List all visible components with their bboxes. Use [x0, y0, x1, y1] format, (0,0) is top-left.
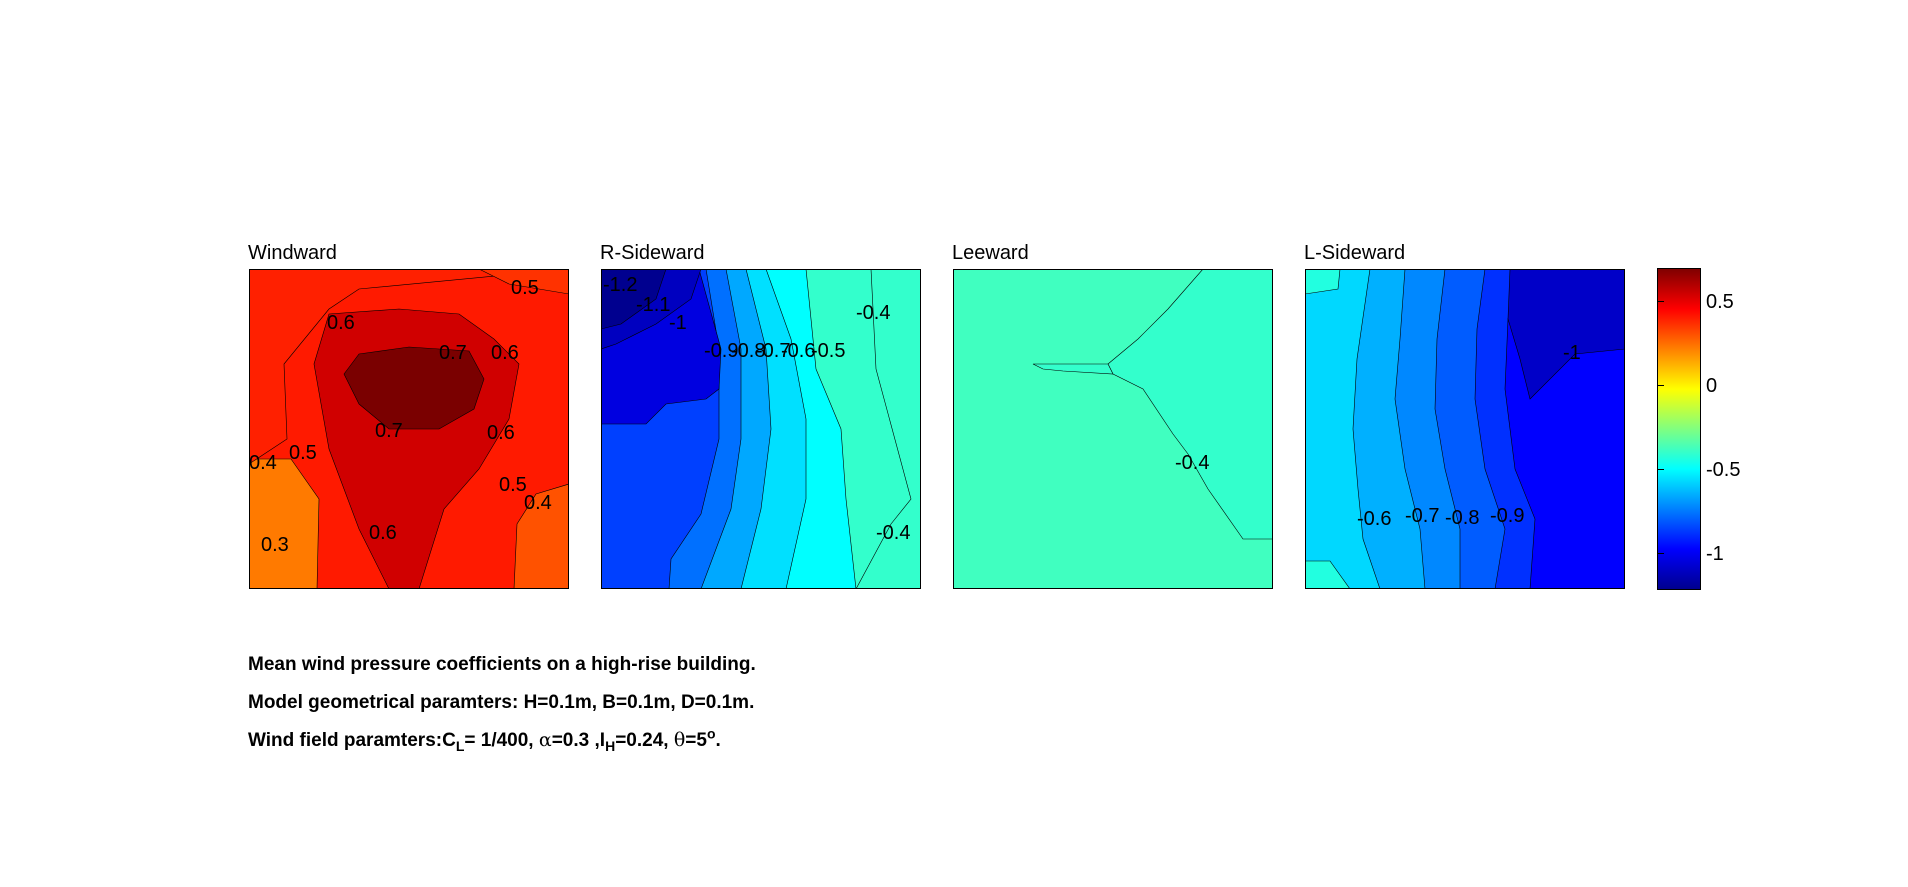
windward-clabel-10: 0.4	[524, 492, 552, 514]
r-sideward-contour-plot: -1.2 -1.1 -1 -0.9 -0.8 -0.7 -0.6 -0.5 -0…	[601, 269, 921, 589]
windward-clabel-8: 0.5	[289, 442, 317, 464]
windward-clabel-5: 0.7	[375, 420, 403, 442]
colorbar-tick-label-neg-1: -1	[1706, 543, 1724, 565]
l-sideward-contour-plot: -1 -0.6 -0.7 -0.8 -0.9	[1305, 269, 1625, 589]
windward-contour-plot: 0.5 0.6 0.7 0.6 0.7 0.6 0.4 0.5 0.5 0.4 …	[249, 269, 569, 589]
colorbar-tickmark-0	[1657, 385, 1664, 386]
windward-clabel-7: 0.4	[249, 452, 277, 474]
windward-level-0-45	[513, 483, 569, 589]
rsw-clabel-8: -0.5	[811, 340, 845, 362]
leeward-clabel-1: -0.4	[1175, 452, 1209, 474]
colorbar-gradient	[1657, 268, 1701, 590]
windward-clabel-11: 0.3	[261, 534, 289, 556]
panel-title-windward: Windward	[248, 242, 337, 264]
rsw-frame	[601, 269, 921, 589]
colorbar-tickmark-neg-0-5	[1657, 469, 1664, 470]
lsw-level-1-05	[1507, 269, 1625, 400]
windward-clabel-2: 0.6	[327, 312, 355, 334]
windward-clabel-4: 0.6	[491, 342, 519, 364]
caption-line-1: Mean wind pressure coefficients on a hig…	[248, 654, 756, 675]
lsw-level-0-55	[1305, 269, 1381, 589]
rsw-clabel-1: -1.2	[603, 274, 637, 296]
colorbar-tick-label-neg-0-5: -0.5	[1706, 459, 1741, 481]
lsw-clabel-5: -0.9	[1490, 505, 1524, 527]
colorbar-tickmark-0-5	[1657, 301, 1664, 302]
caption-line-2: Model geometrical paramters: H=0.1m, B=0…	[248, 692, 755, 713]
rsw-level-1-15	[601, 269, 667, 330]
rsw-clabel-6: -0.7	[756, 340, 790, 362]
caption-cl-subscript: L	[455, 737, 465, 754]
windward-clabel-3: 0.7	[439, 342, 467, 364]
caption-line-3-mid4: =5	[685, 730, 707, 751]
rsw-clabel-5: -0.8	[731, 340, 765, 362]
colorbar-tickmark-neg-1	[1657, 553, 1664, 554]
lsw-clabel-3: -0.7	[1405, 505, 1439, 527]
windward-level-0-35	[249, 458, 320, 589]
caption-line-3-mid1: = 1/400,	[464, 730, 539, 751]
leeward-level-0-4-sliver	[1032, 363, 1114, 375]
lsw-level-0-5-top	[1305, 269, 1341, 295]
contour-panel-l-sideward: -1 -0.6 -0.7 -0.8 -0.9	[1305, 269, 1625, 589]
lsw-clabel-4: -0.8	[1445, 507, 1479, 529]
rsw-level-0-35	[855, 269, 921, 589]
caption-line-3-prefix: Wind field paramters:C	[248, 730, 456, 751]
caption-ih-subscript: H	[605, 737, 616, 754]
rsw-clabel-4: -0.9	[704, 340, 738, 362]
caption-line-3-mid2: =0.3 ,I	[551, 730, 606, 751]
leeward-frame	[953, 269, 1273, 589]
colorbar-tick-label-0: 0	[1706, 375, 1718, 397]
contour-panel-windward: 0.5 0.6 0.7 0.6 0.7 0.6 0.4 0.5 0.5 0.4 …	[249, 269, 569, 589]
caption-line-3: Wind field paramters:CL= 1/400, α=0.3 ,I…	[248, 725, 721, 754]
caption-alpha-symbol: α	[538, 729, 552, 751]
windward-clabel-9: 0.5	[499, 474, 527, 496]
windward-level-0-75	[343, 346, 485, 430]
caption-degree-superscript: o	[706, 725, 716, 742]
windward-clabel-1: 0.5	[511, 277, 539, 299]
panel-title-l-sideward: L-Sideward	[1304, 242, 1406, 264]
leeward-level-0-4	[1107, 269, 1273, 540]
leeward-contour-plot: -0.4	[953, 269, 1273, 589]
windward-frame	[249, 269, 569, 589]
colorbar	[1657, 268, 1701, 590]
rsw-clabel-2: -1.1	[636, 294, 670, 316]
windward-clabel-6: 0.6	[487, 422, 515, 444]
colorbar-tick-label-0-5: 0.5	[1706, 291, 1734, 313]
lsw-frame	[1305, 269, 1625, 589]
caption-line-3-end: .	[715, 730, 721, 751]
contour-panel-r-sideward: -1.2 -1.1 -1 -0.9 -0.8 -0.7 -0.6 -0.5 -0…	[601, 269, 921, 589]
caption-line-3-mid3: =0.24,	[615, 730, 674, 751]
caption-theta-symbol: θ	[673, 729, 686, 751]
panel-title-r-sideward: R-Sideward	[600, 242, 705, 264]
lsw-level-0-5-bottom	[1305, 560, 1351, 589]
rsw-clabel-10: -0.4	[876, 522, 910, 544]
rsw-clabel-7: -0.6	[781, 340, 815, 362]
windward-level-0-45-top	[478, 269, 569, 295]
rsw-clabel-3: -1	[669, 312, 687, 334]
rsw-clabel-9: -0.4	[856, 302, 890, 324]
windward-clabel-12: 0.6	[369, 522, 397, 544]
panel-title-leeward: Leeward	[952, 242, 1029, 264]
lsw-clabel-1: -1	[1563, 342, 1581, 364]
lsw-clabel-2: -0.6	[1357, 508, 1391, 530]
contour-panel-leeward: -0.4	[953, 269, 1273, 589]
